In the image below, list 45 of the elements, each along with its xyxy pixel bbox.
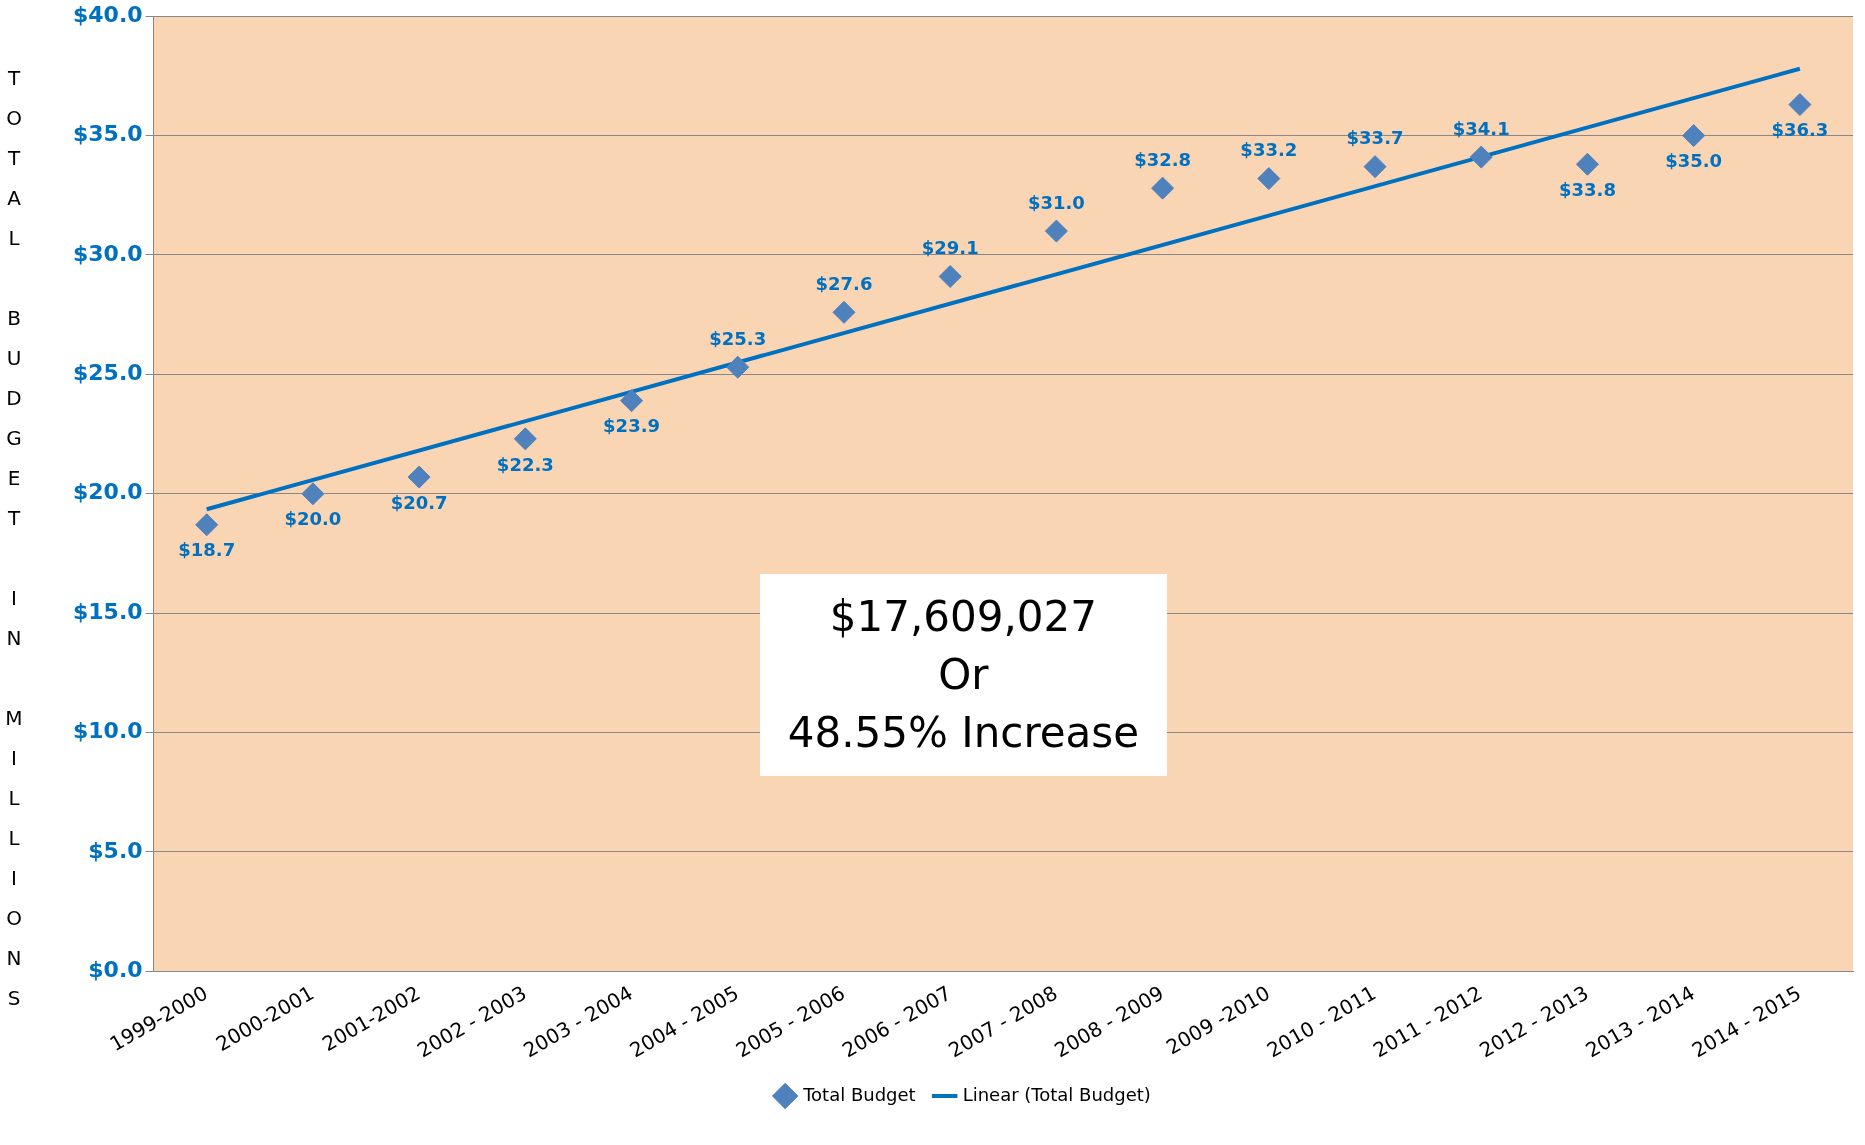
- point: [301, 482, 325, 506]
- y-tick-label: $25.0: [72, 360, 143, 386]
- point: [1151, 176, 1175, 200]
- y-tick-label: $20.0: [72, 479, 143, 505]
- point: [1788, 93, 1812, 117]
- data-label: $31.0: [1027, 191, 1085, 213]
- y-tick-label: $40.0: [72, 1, 143, 27]
- point: [1044, 219, 1068, 243]
- data-label: $36.3: [1771, 119, 1829, 141]
- data-label: $34.1: [1452, 117, 1510, 139]
- point: [938, 264, 962, 288]
- data-label: $18.7: [178, 539, 236, 561]
- point: [620, 389, 644, 413]
- y-tick-label: $0.0: [88, 957, 143, 983]
- data-label: $33.7: [1346, 127, 1404, 149]
- annotation: $17,609,027 Or 48.55% Increase: [759, 574, 1168, 777]
- y-tick-label: $30.0: [72, 240, 143, 266]
- point: [1257, 167, 1281, 191]
- y-tick-label: $10.0: [72, 718, 143, 744]
- data-label: $20.7: [390, 491, 448, 513]
- y-tick-label: $5.0: [88, 837, 143, 863]
- data-label: $33.8: [1559, 178, 1616, 200]
- data-label: $23.9: [603, 415, 661, 437]
- point: [513, 427, 537, 451]
- point: [832, 300, 856, 324]
- legend-label: Linear (Total Budget): [962, 1083, 1151, 1105]
- y-tick-label: $15.0: [72, 598, 143, 624]
- legend-label: Total Budget: [802, 1083, 916, 1105]
- data-label: $20.0: [284, 508, 342, 530]
- data-label: $27.6: [815, 272, 873, 294]
- point: [1469, 145, 1493, 169]
- y-axis-title: TOTAL BUDGET IN MILLIONS: [2, 66, 26, 1026]
- data-label: $33.2: [1240, 139, 1298, 161]
- data-label: $29.1: [921, 237, 979, 259]
- point: [1575, 152, 1599, 176]
- point: [1682, 124, 1706, 148]
- y-tick-label: $35.0: [72, 121, 143, 147]
- point: [195, 513, 219, 537]
- data-label: $32.8: [1134, 148, 1192, 170]
- point: [1363, 155, 1387, 179]
- point: [407, 465, 431, 489]
- data-label: $22.3: [496, 453, 554, 475]
- data-label: $35.0: [1665, 150, 1723, 172]
- data-label: $25.3: [709, 327, 767, 349]
- point: [726, 355, 750, 379]
